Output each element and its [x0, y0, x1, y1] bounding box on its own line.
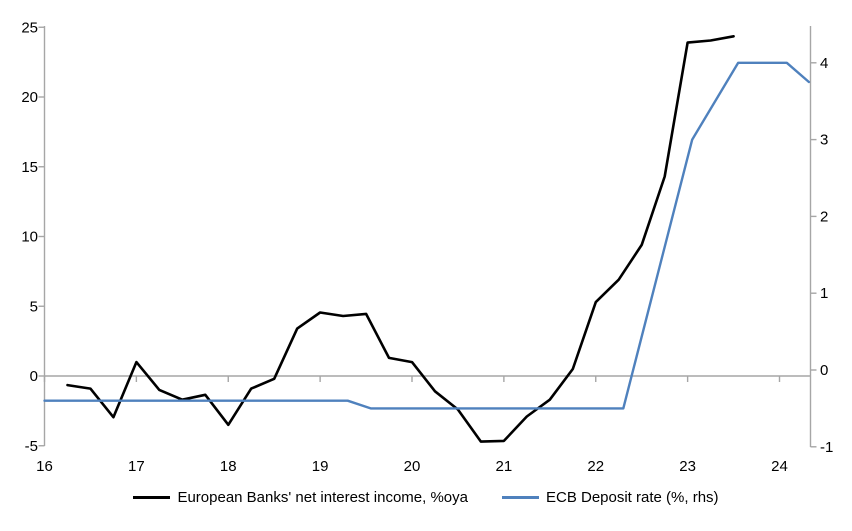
right-axis-tick-label: 3: [820, 132, 828, 149]
x-axis-tick-label: 24: [771, 458, 788, 475]
left-axis-tick-label: 5: [30, 298, 38, 315]
left-axis-tick-label: 0: [30, 368, 38, 385]
right-axis-tick-label: 0: [820, 362, 828, 379]
legend-item-ecb-deposit-rate: ECB Deposit rate (%, rhs): [501, 489, 719, 506]
x-axis-tick-label: 23: [679, 458, 696, 475]
x-axis-tick-label: 22: [587, 458, 604, 475]
ecb-line-swatch: [501, 496, 539, 499]
legend-label-ecb-deposit-rate: ECB Deposit rate (%, rhs): [545, 489, 719, 506]
left-axis-tick-label: 15: [21, 159, 38, 176]
left-axis-tick-label: 25: [21, 19, 38, 36]
x-axis-tick-label: 17: [128, 458, 145, 475]
chart-legend: European Banks' net interest income, %oy…: [0, 489, 852, 506]
right-axis-tick-label: 4: [820, 55, 828, 72]
right-axis-tick-label: 2: [820, 208, 828, 225]
right-axis-tick-label: 1: [820, 285, 828, 302]
right-axis-tick-label: -1: [820, 439, 833, 456]
x-axis-tick-label: 20: [404, 458, 421, 475]
legend-item-net-interest-income: European Banks' net interest income, %oy…: [133, 489, 468, 506]
left-axis-tick-label: 10: [21, 229, 38, 246]
x-axis-tick-label: 18: [220, 458, 237, 475]
series-ecb-deposit-rate-line: [43, 61, 811, 410]
series-net-interest-income-line: [66, 34, 735, 443]
nii-line-swatch: [133, 496, 171, 499]
x-axis-tick-label: 21: [496, 458, 513, 475]
x-axis-tick-label: 19: [312, 458, 329, 475]
x-axis-tick-label: 16: [36, 458, 53, 475]
left-axis-tick-label: -5: [25, 438, 38, 455]
left-axis-tick-label: 20: [21, 89, 38, 106]
legend-label-net-interest-income: European Banks' net interest income, %oy…: [177, 489, 468, 506]
